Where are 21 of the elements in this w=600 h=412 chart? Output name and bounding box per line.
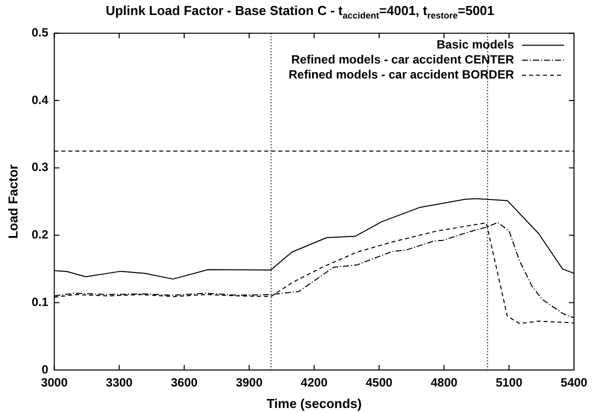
x-tick-label: 4500 [366,376,393,390]
x-tick-label: 5100 [496,376,523,390]
y-tick-label: 0.3 [32,160,49,174]
x-tick-label: 3600 [170,376,198,390]
x-tick-label: 3900 [236,376,263,390]
legend-label: Refined models - car accident BORDER [288,68,514,82]
legend-label: Refined models - car accident CENTER [291,52,514,67]
chart-title: Uplink Load Factor - Base Station C - t$_{accident}$=4001, t$_{restore}$=5001 [104,3,496,21]
x-axis-title: Time (seconds) [266,396,362,411]
x-tick-label: 5400 [560,376,588,390]
y-axis-title: Load Factor [5,164,20,239]
y-tick-label: 0.2 [32,228,49,242]
y-tick-label: 0.1 [32,294,49,309]
y-tick-label: 0.4 [32,92,49,107]
legend-label: Basic models [436,38,514,52]
y-tick-label: 0.5 [32,26,49,40]
x-tick-label: 4200 [300,376,328,390]
x-tick-label: 3300 [106,376,133,390]
y-tick-label: 0 [42,362,49,376]
x-tick-label: 3000 [40,376,68,390]
x-tick-label: 4800 [430,376,458,390]
